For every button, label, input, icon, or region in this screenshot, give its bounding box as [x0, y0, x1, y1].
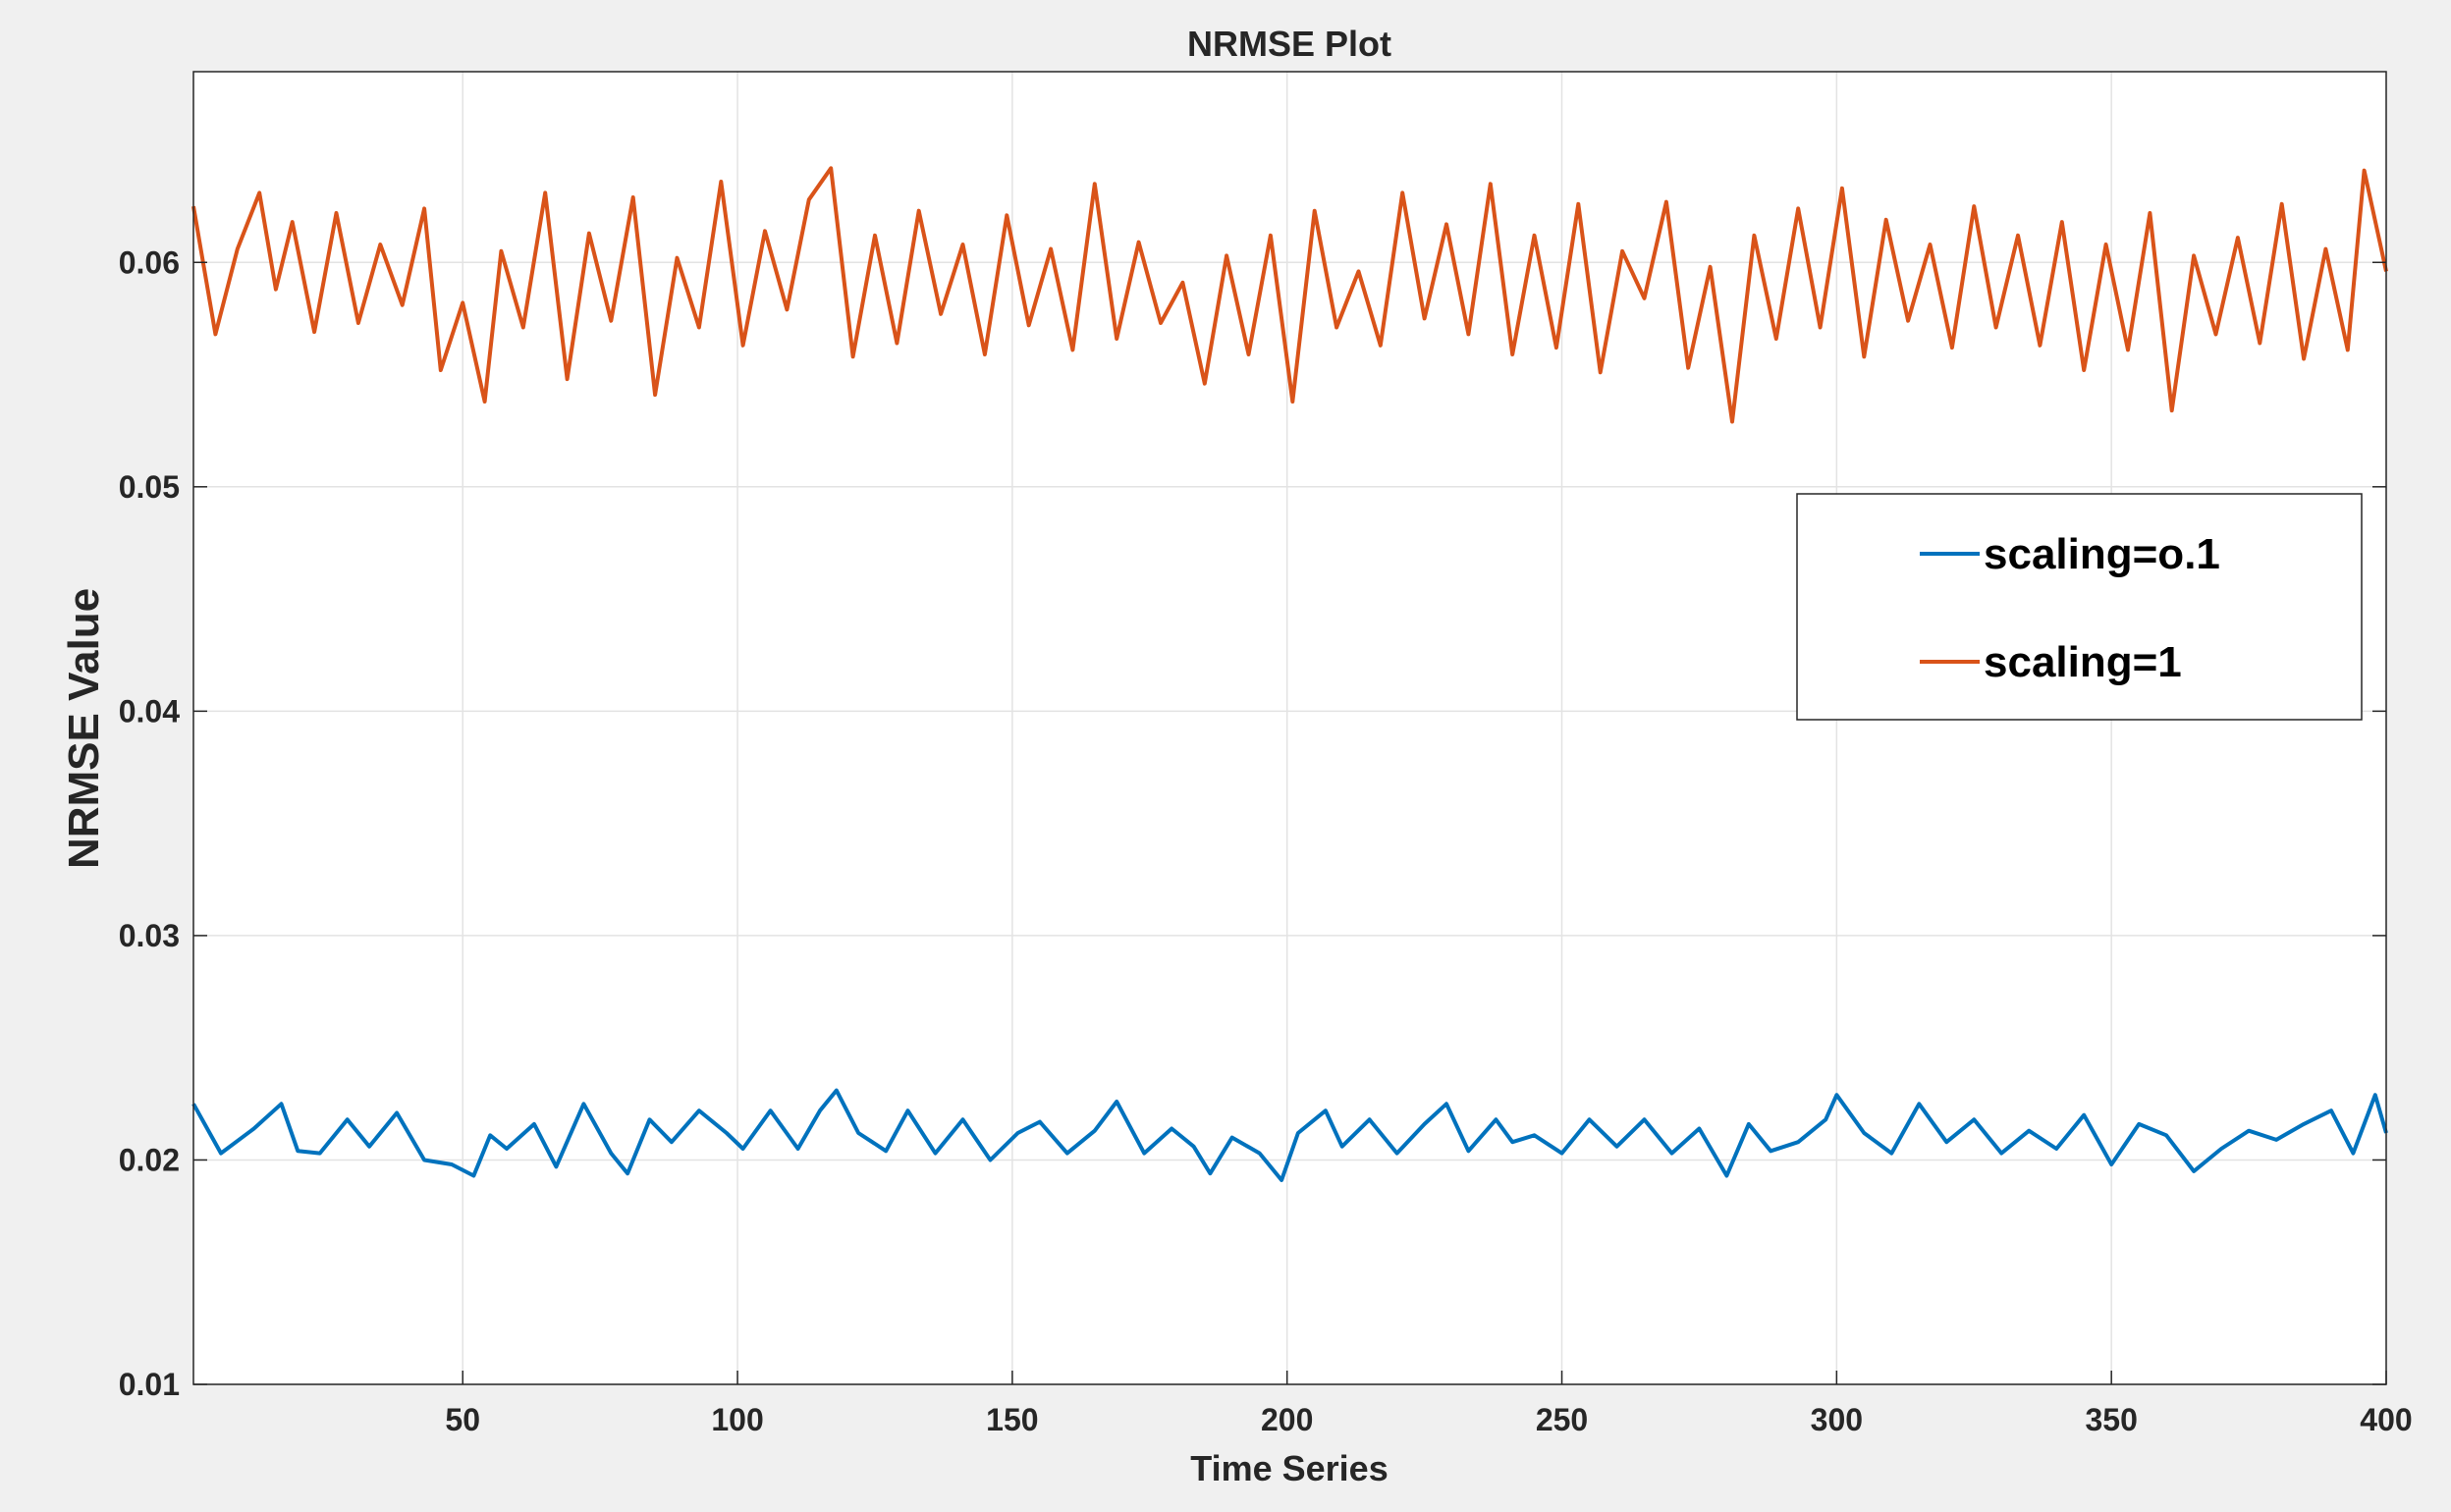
y-tick-label: 0.04 — [119, 693, 180, 729]
series-line-2 — [191, 166, 2388, 424]
legend-label-series-2: scaling=1 — [1984, 638, 2182, 686]
legend[interactable]: scaling=o.1 scaling=1 — [1796, 493, 2363, 721]
x-tick-label: 350 — [2085, 1402, 2137, 1437]
y-tick-label: 0.03 — [119, 918, 180, 953]
y-tick-label: 0.02 — [119, 1142, 180, 1177]
ticks: 50 100 150 200 250 300 350 400 0.01 0.02 0.03 0.04 0… — [119, 244, 2413, 1437]
x-tick-label: 250 — [1536, 1402, 1588, 1437]
x-tick-label: 100 — [711, 1402, 763, 1437]
y-axis-label: NRMSE Value — [60, 588, 108, 869]
y-tick-label: 0.05 — [119, 469, 180, 505]
series-layer — [191, 166, 2388, 1182]
y-tick-label: 0.01 — [119, 1367, 180, 1402]
chart-title: NRMSE Plot — [1187, 24, 1391, 64]
y-tick-label: 0.06 — [119, 244, 180, 280]
x-tick-label: 200 — [1261, 1402, 1313, 1437]
plot-area — [193, 72, 2386, 1384]
x-axis-label: Time Series — [1190, 1448, 1388, 1488]
legend-box — [1796, 493, 2363, 721]
x-tick-label: 300 — [1811, 1402, 1863, 1437]
axes-frame — [192, 71, 2387, 1385]
series-line-1 — [191, 1088, 2388, 1182]
x-tick-label: 150 — [986, 1402, 1038, 1437]
legend-label-series-1: scaling=o.1 — [1984, 530, 2220, 578]
x-tick-label: 400 — [2360, 1402, 2412, 1437]
x-tick-label: 50 — [445, 1402, 480, 1437]
